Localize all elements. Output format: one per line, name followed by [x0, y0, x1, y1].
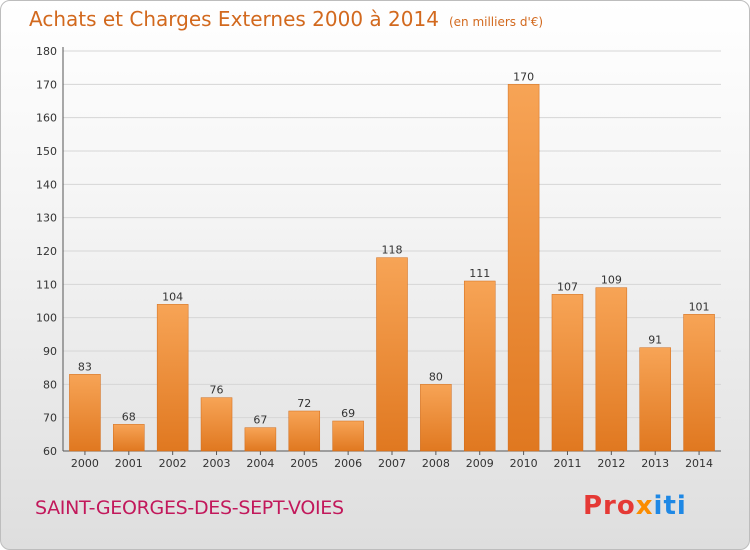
value-label-2007: 118 [382, 244, 403, 257]
x-tick-labels: 2000 2001 2002 2003 2004 2005 2006 2007 2008 2009… [71, 457, 713, 470]
y-tick-label-90: 90 [43, 345, 57, 358]
bar-2006 [332, 420, 364, 452]
bar-2000 [69, 374, 101, 452]
x-tick-label-2011: 2011 [553, 457, 581, 470]
bar-2003 [200, 397, 233, 452]
commune-name: SAINT-GEORGES-DES-SEPT-VOIES [35, 497, 344, 519]
y-tick-label-160: 160 [36, 112, 57, 125]
x-tick-label-2007: 2007 [378, 457, 406, 470]
bars [69, 84, 715, 452]
y-tick-label-100: 100 [36, 312, 57, 325]
bar-2013 [639, 347, 671, 452]
x-tick-label-2009: 2009 [466, 457, 494, 470]
bar-2011 [551, 294, 584, 452]
value-label-2009: 111 [469, 267, 490, 280]
y-tick-labels: 60 70 80 90 100 110 120 130 140 150 160 170 180 [36, 45, 57, 458]
y-tick-label-170: 170 [36, 78, 57, 91]
x-tick-label-2014: 2014 [685, 457, 713, 470]
x-tick-label-2012: 2012 [597, 457, 625, 470]
y-tick-label-60: 60 [43, 445, 57, 458]
value-label-2000: 83 [78, 360, 92, 373]
y-tick-label-110: 110 [36, 278, 57, 291]
bar-2009 [463, 280, 496, 452]
value-label-2008: 80 [429, 370, 443, 383]
value-label-2005: 72 [297, 397, 311, 410]
x-tick-label-2006: 2006 [334, 457, 362, 470]
y-tick-label-140: 140 [36, 178, 57, 191]
y-tick-label-80: 80 [43, 378, 57, 391]
bar-2012 [595, 287, 628, 452]
x-tick-label-2010: 2010 [510, 457, 538, 470]
value-label-2011: 107 [557, 280, 578, 293]
y-tick-label-130: 130 [36, 212, 57, 225]
value-label-2014: 101 [689, 300, 710, 313]
value-label-2006: 69 [341, 407, 355, 420]
x-tick-label-2002: 2002 [159, 457, 187, 470]
y-tick-label-150: 150 [36, 145, 57, 158]
value-label-2002: 104 [162, 290, 183, 303]
chart-subtitle: (en milliers d'€) [448, 15, 544, 29]
y-tick-label-70: 70 [43, 412, 57, 425]
x-tick-label-2003: 2003 [203, 457, 231, 470]
x-tick-label-2008: 2008 [422, 457, 450, 470]
bar-2001 [113, 424, 145, 452]
proxiti-logo[interactable]: Proxiti [583, 491, 687, 521]
bar-2002 [156, 304, 189, 452]
value-label-2013: 91 [648, 334, 662, 347]
chart-title: Achats et Charges Externes 2000 à 2014 (e… [29, 7, 544, 31]
value-label-2012: 109 [601, 274, 622, 287]
x-tick-label-2001: 2001 [115, 457, 143, 470]
value-labels: 83 68 104 76 67 72 69 118 80 111 170 107 109 91 101 [78, 70, 710, 426]
bar-2010 [507, 84, 540, 452]
y-tick-label-120: 120 [36, 245, 57, 258]
x-tick-label-2005: 2005 [290, 457, 318, 470]
x-tick-label-2013: 2013 [641, 457, 669, 470]
bar-2005 [288, 410, 321, 452]
bar-2008 [420, 384, 452, 452]
bar-2007 [376, 257, 408, 452]
x-tick-label-2004: 2004 [246, 457, 274, 470]
value-label-2004: 67 [253, 414, 267, 427]
y-tick-label-180: 180 [36, 45, 57, 58]
bar-2014 [683, 314, 715, 452]
bar-2004 [244, 427, 277, 452]
value-label-2003: 76 [210, 384, 224, 397]
value-label-2001: 68 [122, 410, 136, 423]
x-tick-label-2000: 2000 [71, 457, 99, 470]
value-label-2010: 170 [513, 70, 534, 83]
